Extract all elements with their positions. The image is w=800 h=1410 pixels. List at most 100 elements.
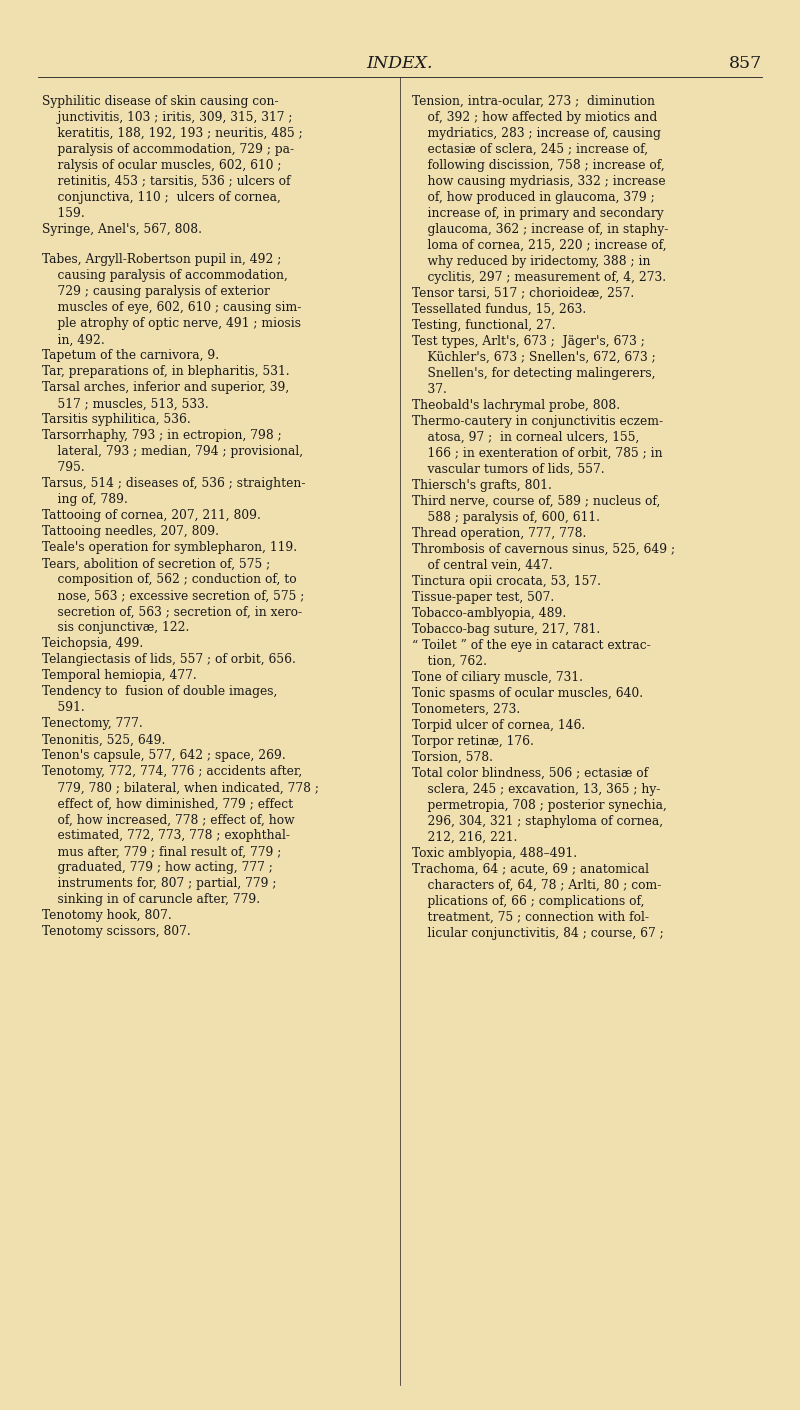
Text: sclera, 245 ; excavation, 13, 365 ; hy-: sclera, 245 ; excavation, 13, 365 ; hy-: [412, 783, 660, 797]
Text: Thread operation, 777, 778.: Thread operation, 777, 778.: [412, 527, 586, 540]
Text: Torpid ulcer of cornea, 146.: Torpid ulcer of cornea, 146.: [412, 719, 586, 732]
Text: increase of, in primary and secondary: increase of, in primary and secondary: [412, 207, 664, 220]
Text: Tonometers, 273.: Tonometers, 273.: [412, 704, 520, 716]
Text: effect of, how diminished, 779 ; effect: effect of, how diminished, 779 ; effect: [42, 798, 293, 811]
Text: Tattooing needles, 207, 809.: Tattooing needles, 207, 809.: [42, 526, 219, 539]
Text: retinitis, 453 ; tarsitis, 536 ; ulcers of: retinitis, 453 ; tarsitis, 536 ; ulcers …: [42, 175, 290, 188]
Text: in, 492.: in, 492.: [42, 333, 105, 347]
Text: Tabes, Argyll-Robertson pupil in, 492 ;: Tabes, Argyll-Robertson pupil in, 492 ;: [42, 254, 282, 266]
Text: Tenotomy scissors, 807.: Tenotomy scissors, 807.: [42, 925, 190, 939]
Text: Temporal hemiopia, 477.: Temporal hemiopia, 477.: [42, 670, 197, 682]
Text: Tobacco-amblyopia, 489.: Tobacco-amblyopia, 489.: [412, 606, 566, 620]
Text: 857: 857: [729, 55, 762, 72]
Text: secretion of, 563 ; secretion of, in xero-: secretion of, 563 ; secretion of, in xer…: [42, 605, 302, 619]
Text: vascular tumors of lids, 557.: vascular tumors of lids, 557.: [412, 462, 605, 477]
Text: Tobacco-bag suture, 217, 781.: Tobacco-bag suture, 217, 781.: [412, 623, 600, 636]
Text: why reduced by iridectomy, 388 ; in: why reduced by iridectomy, 388 ; in: [412, 255, 650, 268]
Text: causing paralysis of accommodation,: causing paralysis of accommodation,: [42, 269, 288, 282]
Text: instruments for, 807 ; partial, 779 ;: instruments for, 807 ; partial, 779 ;: [42, 877, 277, 890]
Text: sinking in of caruncle after, 779.: sinking in of caruncle after, 779.: [42, 894, 260, 907]
Text: Torsion, 578.: Torsion, 578.: [412, 752, 493, 764]
Text: nose, 563 ; excessive secretion of, 575 ;: nose, 563 ; excessive secretion of, 575 …: [42, 589, 304, 602]
Text: cyclitis, 297 ; measurement of, 4, 273.: cyclitis, 297 ; measurement of, 4, 273.: [412, 271, 666, 283]
Text: Toxic amblyopia, 488–491.: Toxic amblyopia, 488–491.: [412, 847, 577, 860]
Text: atosa, 97 ;  in corneal ulcers, 155,: atosa, 97 ; in corneal ulcers, 155,: [412, 431, 639, 444]
Text: Tarsorrhaphy, 793 ; in ectropion, 798 ;: Tarsorrhaphy, 793 ; in ectropion, 798 ;: [42, 430, 282, 443]
Text: Thrombosis of cavernous sinus, 525, 649 ;: Thrombosis of cavernous sinus, 525, 649 …: [412, 543, 675, 556]
Text: Tattooing of cornea, 207, 211, 809.: Tattooing of cornea, 207, 211, 809.: [42, 509, 261, 522]
Text: Tissue-paper test, 507.: Tissue-paper test, 507.: [412, 591, 554, 603]
Text: 517 ; muscles, 513, 533.: 517 ; muscles, 513, 533.: [42, 398, 209, 410]
Text: “ Toilet ” of the eye in cataract extrac-: “ Toilet ” of the eye in cataract extrac…: [412, 639, 650, 651]
Text: Tenonitis, 525, 649.: Tenonitis, 525, 649.: [42, 733, 166, 746]
Text: Tarsitis syphilitica, 536.: Tarsitis syphilitica, 536.: [42, 413, 190, 426]
Text: 296, 304, 321 ; staphyloma of cornea,: 296, 304, 321 ; staphyloma of cornea,: [412, 815, 663, 828]
Text: estimated, 772, 773, 778 ; exophthal-: estimated, 772, 773, 778 ; exophthal-: [42, 829, 290, 842]
Text: treatment, 75 ; connection with fol-: treatment, 75 ; connection with fol-: [412, 911, 649, 924]
Text: Tenon's capsule, 577, 642 ; space, 269.: Tenon's capsule, 577, 642 ; space, 269.: [42, 749, 286, 763]
Text: characters of, 64, 78 ; Arlti, 80 ; com-: characters of, 64, 78 ; Arlti, 80 ; com-: [412, 878, 662, 893]
Text: Trachoma, 64 ; acute, 69 ; anatomical: Trachoma, 64 ; acute, 69 ; anatomical: [412, 863, 649, 876]
Text: INDEX.: INDEX.: [366, 55, 434, 72]
Text: keratitis, 188, 192, 193 ; neuritis, 485 ;: keratitis, 188, 192, 193 ; neuritis, 485…: [42, 127, 302, 140]
Text: Tenotomy, 772, 774, 776 ; accidents after,: Tenotomy, 772, 774, 776 ; accidents afte…: [42, 766, 302, 778]
Text: 37.: 37.: [412, 384, 447, 396]
Text: Telangiectasis of lids, 557 ; of orbit, 656.: Telangiectasis of lids, 557 ; of orbit, …: [42, 653, 296, 667]
Text: lateral, 793 ; median, 794 ; provisional,: lateral, 793 ; median, 794 ; provisional…: [42, 446, 303, 458]
Text: ralysis of ocular muscles, 602, 610 ;: ralysis of ocular muscles, 602, 610 ;: [42, 159, 282, 172]
Text: of, 392 ; how affected by miotics and: of, 392 ; how affected by miotics and: [412, 111, 658, 124]
Text: Thiersch's grafts, 801.: Thiersch's grafts, 801.: [412, 479, 552, 492]
Text: Tarsus, 514 ; diseases of, 536 ; straighten-: Tarsus, 514 ; diseases of, 536 ; straigh…: [42, 478, 306, 491]
Text: mydriatics, 283 ; increase of, causing: mydriatics, 283 ; increase of, causing: [412, 127, 661, 140]
Text: licular conjunctivitis, 84 ; course, 67 ;: licular conjunctivitis, 84 ; course, 67 …: [412, 926, 664, 940]
Text: 212, 216, 221.: 212, 216, 221.: [412, 830, 518, 845]
Text: Theobald's lachrymal probe, 808.: Theobald's lachrymal probe, 808.: [412, 399, 620, 412]
Text: Thermo-cautery in conjunctivitis eczem-: Thermo-cautery in conjunctivitis eczem-: [412, 415, 663, 429]
Text: Syringe, Anel's, 567, 808.: Syringe, Anel's, 567, 808.: [42, 223, 202, 235]
Text: Tar, preparations of, in blepharitis, 531.: Tar, preparations of, in blepharitis, 53…: [42, 365, 290, 378]
Text: loma of cornea, 215, 220 ; increase of,: loma of cornea, 215, 220 ; increase of,: [412, 240, 666, 252]
Text: Test types, Arlt's, 673 ;  Jäger's, 673 ;: Test types, Arlt's, 673 ; Jäger's, 673 ;: [412, 336, 645, 348]
Text: mus after, 779 ; final result of, 779 ;: mus after, 779 ; final result of, 779 ;: [42, 846, 282, 859]
Text: ing of, 789.: ing of, 789.: [42, 493, 128, 506]
Text: composition of, 562 ; conduction of, to: composition of, 562 ; conduction of, to: [42, 574, 297, 587]
Text: graduated, 779 ; how acting, 777 ;: graduated, 779 ; how acting, 777 ;: [42, 862, 273, 874]
Text: 166 ; in exenteration of orbit, 785 ; in: 166 ; in exenteration of orbit, 785 ; in: [412, 447, 662, 460]
Text: paralysis of accommodation, 729 ; pa-: paralysis of accommodation, 729 ; pa-: [42, 142, 294, 157]
Text: Tears, abolition of secretion of, 575 ;: Tears, abolition of secretion of, 575 ;: [42, 557, 270, 571]
Text: 795.: 795.: [42, 461, 85, 474]
Text: Tinctura opii crocata, 53, 157.: Tinctura opii crocata, 53, 157.: [412, 575, 601, 588]
Text: ectasiæ of sclera, 245 ; increase of,: ectasiæ of sclera, 245 ; increase of,: [412, 142, 648, 157]
Text: muscles of eye, 602, 610 ; causing sim-: muscles of eye, 602, 610 ; causing sim-: [42, 302, 302, 314]
Text: 588 ; paralysis of, 600, 611.: 588 ; paralysis of, 600, 611.: [412, 510, 600, 525]
Text: 159.: 159.: [42, 207, 85, 220]
Text: Tapetum of the carnivora, 9.: Tapetum of the carnivora, 9.: [42, 350, 219, 362]
Text: Teichopsia, 499.: Teichopsia, 499.: [42, 637, 143, 650]
Text: Tonic spasms of ocular muscles, 640.: Tonic spasms of ocular muscles, 640.: [412, 687, 643, 699]
Text: junctivitis, 103 ; iritis, 309, 315, 317 ;: junctivitis, 103 ; iritis, 309, 315, 317…: [42, 111, 293, 124]
Text: glaucoma, 362 ; increase of, in staphy-: glaucoma, 362 ; increase of, in staphy-: [412, 223, 668, 235]
Text: following discission, 758 ; increase of,: following discission, 758 ; increase of,: [412, 159, 665, 172]
Text: Teale's operation for symblepharon, 119.: Teale's operation for symblepharon, 119.: [42, 541, 297, 554]
Text: tion, 762.: tion, 762.: [412, 656, 487, 668]
Text: Tension, intra-ocular, 273 ;  diminution: Tension, intra-ocular, 273 ; diminution: [412, 94, 655, 109]
Text: sis conjunctivæ, 122.: sis conjunctivæ, 122.: [42, 622, 190, 635]
Text: permetropia, 708 ; posterior synechia,: permetropia, 708 ; posterior synechia,: [412, 799, 667, 812]
Text: Tensor tarsi, 517 ; chorioideæ, 257.: Tensor tarsi, 517 ; chorioideæ, 257.: [412, 288, 634, 300]
Text: Tone of ciliary muscle, 731.: Tone of ciliary muscle, 731.: [412, 671, 583, 684]
Text: Snellen's, for detecting malingerers,: Snellen's, for detecting malingerers,: [412, 367, 655, 381]
Text: Third nerve, course of, 589 ; nucleus of,: Third nerve, course of, 589 ; nucleus of…: [412, 495, 660, 508]
Text: Testing, functional, 27.: Testing, functional, 27.: [412, 319, 555, 331]
Text: Torpor retinæ, 176.: Torpor retinæ, 176.: [412, 735, 534, 747]
Text: 729 ; causing paralysis of exterior: 729 ; causing paralysis of exterior: [42, 285, 270, 299]
Text: conjunctiva, 110 ;  ulcers of cornea,: conjunctiva, 110 ; ulcers of cornea,: [42, 190, 281, 204]
Text: Tessellated fundus, 15, 263.: Tessellated fundus, 15, 263.: [412, 303, 586, 316]
Text: of, how increased, 778 ; effect of, how: of, how increased, 778 ; effect of, how: [42, 814, 294, 826]
Text: 779, 780 ; bilateral, when indicated, 778 ;: 779, 780 ; bilateral, when indicated, 77…: [42, 781, 319, 794]
Text: of central vein, 447.: of central vein, 447.: [412, 558, 553, 572]
Text: Tenotomy hook, 807.: Tenotomy hook, 807.: [42, 909, 172, 922]
Text: Tendency to  fusion of double images,: Tendency to fusion of double images,: [42, 685, 278, 698]
Text: Syphilitic disease of skin causing con-: Syphilitic disease of skin causing con-: [42, 94, 278, 109]
Text: plications of, 66 ; complications of,: plications of, 66 ; complications of,: [412, 895, 645, 908]
Text: how causing mydriasis, 332 ; increase: how causing mydriasis, 332 ; increase: [412, 175, 666, 188]
